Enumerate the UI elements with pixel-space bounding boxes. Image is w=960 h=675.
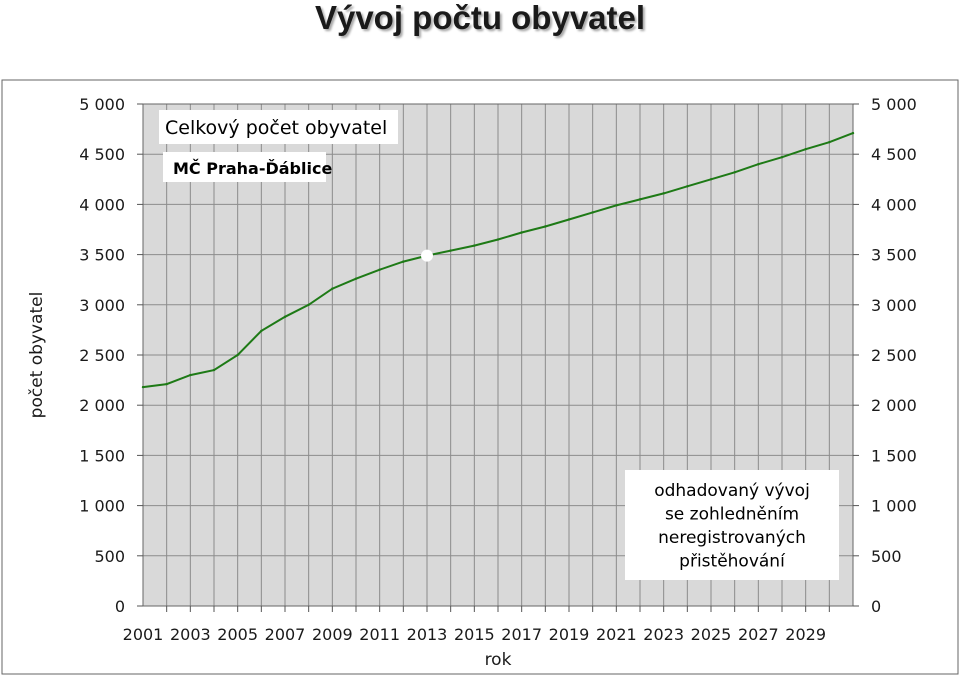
y-tick-label-right: 3 500 xyxy=(871,246,917,265)
data-point-2030 xyxy=(828,140,831,144)
y-tick-label-right: 2 000 xyxy=(871,396,917,415)
annotation-line: neregistrovaných xyxy=(658,528,806,548)
x-tick-label: 2025 xyxy=(691,625,732,644)
y-tick-label-right: 2 500 xyxy=(871,346,917,365)
data-point-2027 xyxy=(757,163,760,166)
y-axis-tick-labels-right: 0 500 1 000 1 500 2 000 2 500 3 000 3 500 4 000 4… xyxy=(871,95,917,616)
x-tick-label: 2001 xyxy=(123,625,164,644)
data-point-2005 xyxy=(236,353,239,357)
data-point-2028 xyxy=(780,156,784,159)
data-point-2011 xyxy=(378,268,381,271)
y-tick-label-left: 3 000 xyxy=(79,296,125,315)
x-axis-label: rok xyxy=(485,650,512,670)
x-tick-label: 2005 xyxy=(217,625,258,644)
data-point-2025 xyxy=(709,178,713,181)
legend-title: Celkový počet obyvatel xyxy=(165,117,387,139)
x-tick-label: 2029 xyxy=(785,625,826,644)
x-axis-tick-labels: 2001 2003 2005 2007 2009 2011 2013 2015 2017 2019… xyxy=(123,625,826,644)
annotation-box xyxy=(625,470,839,580)
data-point-2017 xyxy=(520,231,523,234)
y-tick-label-left: 2 000 xyxy=(79,396,125,415)
data-point-2018 xyxy=(544,225,547,228)
data-point-2002 xyxy=(165,382,168,386)
data-point-2007 xyxy=(283,315,287,319)
y-axis-label: počet obyvatel xyxy=(27,292,47,419)
y-tick-label-right: 1 500 xyxy=(871,446,917,465)
y-tick-label-left: 1 000 xyxy=(79,497,125,516)
legend-subtitle-box xyxy=(163,152,326,182)
data-point-2022 xyxy=(638,198,642,201)
x-tick-label: 2009 xyxy=(312,625,353,644)
data-point-2001 xyxy=(141,385,145,389)
data-point-2010 xyxy=(354,277,358,280)
highlight-point-2013 xyxy=(421,249,433,262)
x-tick-label: 2015 xyxy=(454,625,495,644)
data-point-2019 xyxy=(567,218,571,221)
data-point-2020 xyxy=(591,211,594,214)
x-tick-label: 2017 xyxy=(501,625,542,644)
y-tick-label-left: 4 500 xyxy=(79,145,125,164)
data-point-2021 xyxy=(615,204,618,207)
x-tick-label: 2021 xyxy=(596,625,637,644)
data-point-2023 xyxy=(662,192,665,195)
x-tick-label: 2011 xyxy=(359,625,400,644)
data-point-2016 xyxy=(496,238,500,241)
y-tick-label-right: 3 000 xyxy=(871,296,917,315)
x-tick-label: 2027 xyxy=(738,625,779,644)
data-point-2012 xyxy=(402,260,405,263)
x-tick-label: 2013 xyxy=(407,625,448,644)
annotation-text: odhadovaný vývoj se zohledněním neregistro… xyxy=(654,481,810,572)
x-tick-label: 2023 xyxy=(643,625,684,644)
data-point-2004 xyxy=(212,368,216,372)
data-point-2008 xyxy=(307,303,310,306)
y-tick-label-right: 500 xyxy=(871,547,902,566)
x-tick-label: 2003 xyxy=(170,625,211,644)
y-tick-label-left: 4 000 xyxy=(79,195,125,214)
x-tick-label: 2019 xyxy=(549,625,590,644)
data-point-2006 xyxy=(260,329,263,333)
data-point-2015 xyxy=(473,244,476,247)
y-tick-label-left: 5 000 xyxy=(79,95,125,114)
y-tick-label-right: 4 000 xyxy=(871,195,917,214)
data-point-2029 xyxy=(804,147,807,151)
data-point-2031 xyxy=(851,131,855,135)
data-point-2026 xyxy=(733,171,736,174)
y-tick-label-right: 1 000 xyxy=(871,497,917,516)
data-point-2003 xyxy=(189,373,192,377)
y-tick-label-left: 500 xyxy=(94,547,125,566)
annotation-line: odhadovaný vývoj xyxy=(654,481,810,501)
axis-ticks xyxy=(137,103,859,612)
y-tick-label-left: 1 500 xyxy=(79,446,125,465)
y-tick-label-left: 3 500 xyxy=(79,246,125,265)
y-axis-tick-labels-left: 0 500 1 000 1 500 2 000 2 500 3 000 3 500 4 000 4… xyxy=(79,95,125,616)
data-point-2014 xyxy=(449,249,452,252)
legend-subtitle: MČ Praha-Ďáblice xyxy=(173,159,332,178)
y-tick-label-right: 4 500 xyxy=(871,145,917,164)
annotation-line: se zohledněním xyxy=(665,505,799,525)
page-title: Vývoj počtu obyvatel xyxy=(314,0,646,36)
y-tick-label-right: 0 xyxy=(871,597,881,616)
data-point-2024 xyxy=(686,185,689,188)
legend-title-box xyxy=(159,110,398,144)
annotation-line: přistěhování xyxy=(679,552,786,572)
y-tick-label-left: 2 500 xyxy=(79,346,125,365)
x-tick-label: 2007 xyxy=(265,625,306,644)
y-tick-label-left: 0 xyxy=(115,597,125,616)
y-tick-label-right: 5 000 xyxy=(871,95,917,114)
data-point-2009 xyxy=(331,287,334,290)
